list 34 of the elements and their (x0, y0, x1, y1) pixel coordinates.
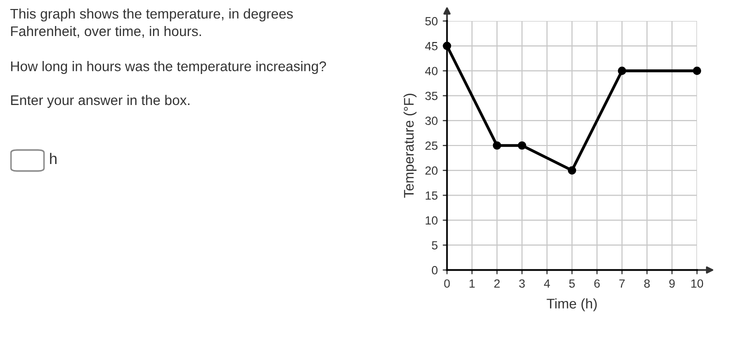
x-tick-label: 0 (444, 279, 450, 288)
x-tick-label: 5 (569, 279, 575, 288)
y-tick-label: 15 (426, 191, 438, 200)
y-tick-label: 0 (432, 266, 438, 274)
y-tick-label: 40 (425, 66, 438, 76)
y-tick-label: 25 (425, 142, 438, 150)
x-axis-title: Time (h) (546, 298, 597, 312)
point (492, 141, 502, 150)
x-tick-label: 10 (691, 279, 704, 288)
x-tick-label: 4 (544, 279, 550, 288)
y-tick-label: 5 (432, 241, 438, 250)
x-tick-label: 9 (669, 279, 675, 288)
x-tick-label: 1 (470, 279, 475, 288)
x-tick-label: 3 (519, 279, 525, 288)
x-tick-label: 6 (594, 279, 600, 288)
point (518, 141, 526, 150)
y-axis-title: Temperature (°F) (404, 94, 417, 198)
point (442, 42, 452, 50)
point (692, 66, 702, 75)
point (618, 66, 626, 75)
x-tick-label: 2 (494, 279, 500, 288)
y-tick-label: 35 (425, 92, 438, 100)
y-tick-label: 20 (425, 166, 438, 175)
text: h (50, 152, 57, 164)
point (568, 166, 576, 175)
y-tick-label: 10 (426, 216, 438, 225)
text: How long in hours was the temperature increasing? (11, 61, 326, 74)
x-tick-label: 7 (619, 279, 625, 288)
text: Enter your answer in the box. (11, 94, 190, 108)
y-tick-label: 50 (425, 17, 438, 26)
y-tick-label: 45 (425, 42, 438, 50)
text: This graph shows the temperature, in degrees Fahrenheit, over time, in hours. (10, 8, 293, 38)
x-tick-label: 8 (644, 279, 650, 288)
y-tick-label: 30 (425, 116, 438, 125)
